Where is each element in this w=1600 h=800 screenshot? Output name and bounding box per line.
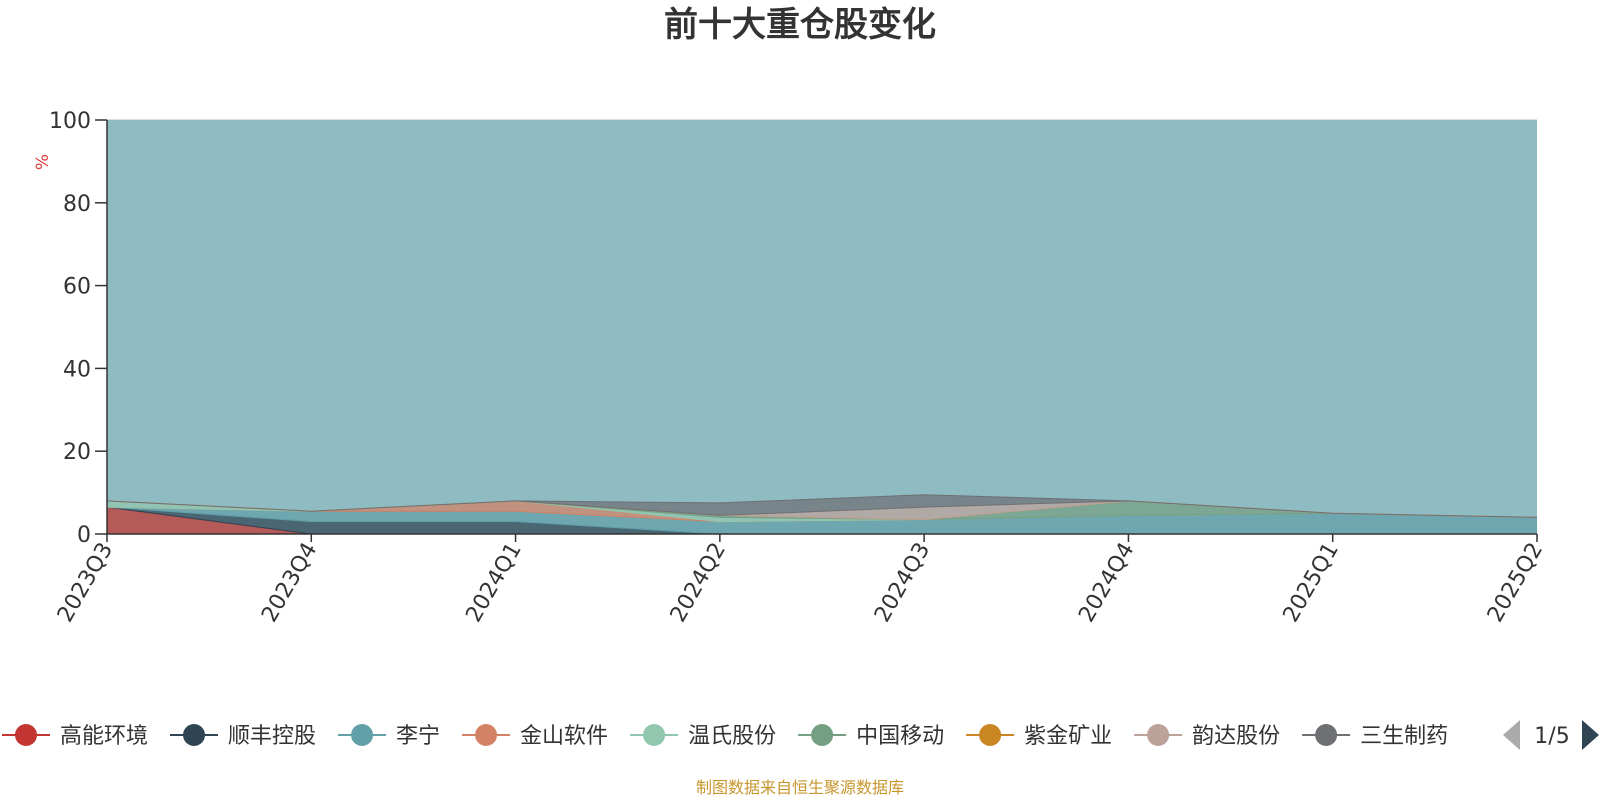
legend-next-icon[interactable] [1582,720,1599,750]
y-tick-label-5: 100 [49,109,91,134]
legend-item-0[interactable]: 高能环境 [2,724,148,749]
legend-marker-4 [643,724,666,746]
legend-label-8: 三生制药 [1360,724,1448,749]
chart-title: 前十大重仓股变化 [664,5,936,45]
y-tick-label-4: 80 [63,192,91,217]
area-layer [107,120,1537,534]
legend-label-5: 中国移动 [856,724,944,749]
legend-item-2[interactable]: 李宁 [338,724,440,749]
y-tick-label-3: 60 [63,275,91,300]
area-series-8 [107,494,1537,518]
y-tick-label-2: 40 [63,357,91,382]
legend-label-3: 金山软件 [520,724,608,749]
y-tick-label-1: 20 [63,440,91,465]
legend-marker-7 [1147,724,1170,746]
legend-item-5[interactable]: 中国移动 [798,724,944,749]
legend-item-6[interactable]: 紫金矿业 [966,724,1112,749]
x-tick-label-4: 2024Q3 [870,539,935,627]
source-note: 制图数据来自恒生聚源数据库 [695,778,904,797]
legend-marker-2 [351,724,374,746]
x-tick-label-2: 2024Q1 [461,539,526,627]
x-tick-label-0: 2023Q3 [53,539,118,627]
legend-item-1[interactable]: 顺丰控股 [170,724,316,749]
x-tick-label-5: 2024Q4 [1074,539,1139,627]
legend-marker-1 [183,724,206,746]
legend: 高能环境 顺丰控股 李宁 金山软件 温氏股份 中国移动 紫金矿业 韵达股份 三生制药 1/5 [2,720,1599,750]
x-tick-label-1: 2023Q4 [257,539,322,627]
y-axis-unit: % [33,154,53,170]
y-tick-label-0: 0 [77,523,91,548]
x-tick-label-7: 2025Q2 [1483,539,1548,627]
area-series-0 [107,506,1537,534]
legend-label-0: 高能环境 [60,724,148,749]
x-tick-label-3: 2024Q2 [666,539,731,627]
legend-item-8[interactable]: 三生制药 [1302,724,1448,749]
legend-label-7: 韵达股份 [1192,724,1280,749]
legend-label-1: 顺丰控股 [228,724,316,749]
legend-item-7[interactable]: 韵达股份 [1134,724,1280,749]
legend-marker-8 [1315,724,1338,746]
legend-prev-icon[interactable] [1503,720,1520,750]
legend-items: 高能环境 顺丰控股 李宁 金山软件 温氏股份 中国移动 紫金矿业 韵达股份 三生制药 [2,724,1448,749]
legend-marker-6 [979,724,1002,746]
legend-label-6: 紫金矿业 [1024,724,1112,749]
legend-page-indicator: 1/5 [1534,724,1569,749]
legend-label-2: 李宁 [396,724,440,749]
legend-marker-5 [811,724,834,746]
legend-item-3[interactable]: 金山软件 [462,724,608,749]
legend-item-4[interactable]: 温氏股份 [630,724,776,749]
legend-marker-3 [475,724,498,746]
legend-marker-0 [15,724,37,746]
x-tick-label-6: 2025Q1 [1279,539,1344,627]
plot-background [107,120,1537,534]
legend-label-4: 温氏股份 [688,724,776,749]
